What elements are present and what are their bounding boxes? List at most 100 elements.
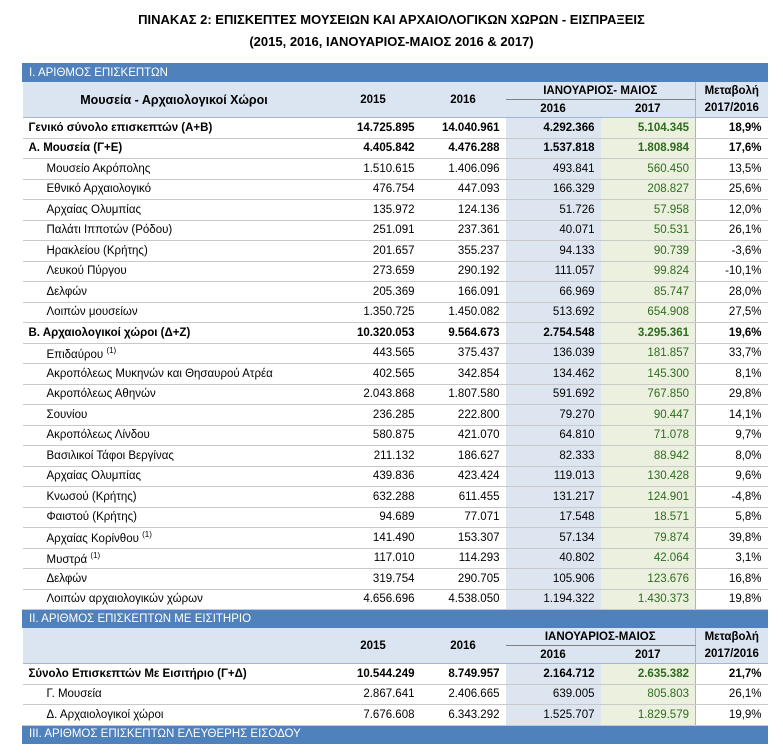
label-text: Μυστρά: [46, 553, 88, 566]
header-cell: [22, 627, 326, 664]
value-cell: 90.739: [600, 240, 696, 262]
value-cell: 57.958: [600, 199, 696, 221]
label-text: Αρχαίας Ολυμπίας: [46, 470, 142, 483]
data-row: Δ. Αρχαιολογικοί χώροι 7.676.608 6.343.292…: [22, 704, 768, 726]
value-cell: 560.450: [600, 158, 696, 180]
row-label: Φαιστού (Κρήτης): [22, 507, 326, 528]
label-text: Μουσείο Ακρόπολης: [46, 162, 151, 175]
row-label: Γ. Μουσεία: [22, 684, 326, 705]
section-heading: ΙΙ. ΑΡΙΘΜΟΣ ΕΠΙΣΚΕΠΤΩΝ ΜΕ ΕΙΣΙΤΗΡΙΟ: [21, 609, 769, 628]
value-cell: 10.320.053: [325, 322, 421, 344]
data-row: Κνωσού (Κρήτης) 632.288 611.455 131.217 124.…: [22, 486, 768, 508]
value-cell: 580.875: [325, 425, 421, 446]
data-row: Δελφών 205.369 166.091 66.969 85.747 28,0%: [22, 281, 768, 303]
data-row: Μουσείο Ακρόπολης 1.510.615 1.406.096 493.8…: [22, 158, 768, 180]
label-text: Βασιλικοί Τάφοι Βεργίνας: [46, 449, 174, 462]
row-label: Αρχαίας Ολυμπίας: [22, 199, 326, 221]
value-cell: 8.749.957: [420, 663, 506, 685]
value-cell: 124.901: [600, 486, 696, 508]
value-cell: 136.039: [505, 343, 601, 364]
value-cell: 654.908: [600, 302, 696, 323]
value-cell: 13,5%: [694, 158, 768, 180]
value-cell: 26,1%: [694, 220, 768, 241]
value-cell: 181.857: [600, 343, 696, 364]
value-cell: 57.134: [505, 527, 601, 549]
label-text: Παλάτι Ιπποτών (Ρόδου): [46, 224, 173, 237]
data-row: Δελφών 319.754 290.705 105.906 123.676 16,8%: [22, 568, 768, 590]
value-cell: 402.565: [325, 363, 421, 385]
data-row: Βασιλικοί Τάφοι Βεργίνας 211.132 186.627 82…: [22, 445, 768, 467]
data-row: Β. Αρχαιολογικοί χώροι (Δ+Ζ) 10.320.053 9.…: [22, 322, 768, 344]
data-row: Αρχαίας Κορίνθου (1) 141.490 153.307 57.134…: [22, 527, 768, 549]
label-text: Δ. Αρχαιολογικοί χώροι: [46, 708, 164, 721]
value-cell: 208.827: [600, 179, 696, 200]
value-cell: 21,7%: [694, 663, 768, 685]
value-cell: 134.462: [505, 363, 601, 385]
value-cell: 1.510.615: [325, 158, 421, 180]
row-label: Παλάτι Ιπποτών (Ρόδου): [22, 220, 326, 241]
value-cell: 28,0%: [694, 281, 768, 303]
value-cell: 17.548: [505, 507, 601, 528]
row-label: Α. Μουσεία (Γ+Ε): [22, 138, 326, 159]
value-cell: 237.361: [420, 220, 506, 241]
value-cell: 319.754: [325, 568, 421, 590]
value-cell: 423.424: [420, 466, 506, 487]
value-cell: 18,9%: [694, 117, 768, 139]
data-row: Αρχαίας Ολυμπίας 439.836 423.424 119.013 130…: [22, 466, 768, 487]
header-cell: 2017: [600, 645, 696, 664]
label-text: Δελφών: [46, 572, 88, 585]
header-cell: Μεταβολή 2017/2016: [694, 627, 768, 664]
value-cell: 1.450.082: [420, 302, 506, 323]
label-text: Λοιπών αρχαιολογικών χώρων: [46, 593, 203, 606]
value-cell: 111.057: [505, 261, 601, 282]
row-label: Μυστρά (1): [22, 548, 326, 569]
data-row: Γ. Μουσεία 2.867.641 2.406.665 639.005 805.8…: [22, 684, 768, 705]
value-cell: 10.544.249: [325, 663, 421, 685]
row-label: Βασιλικοί Τάφοι Βεργίνας: [22, 445, 326, 467]
label-text: Λοιπών μουσείων: [46, 306, 138, 319]
data-row: Ακροπόλεως Αθηνών 2.043.868 1.807.580 591.6…: [22, 384, 768, 405]
value-cell: 19,6%: [694, 322, 768, 344]
row-label: Σύνολο Επισκεπτών Με Εισιτήριο (Γ+Δ): [22, 663, 326, 685]
value-cell: -3,6%: [694, 240, 768, 262]
value-cell: 99.824: [600, 261, 696, 282]
value-cell: 591.692: [505, 384, 601, 405]
page-body: ΠΙΝΑΚΑΣ 2: ΕΠΙΣΚΕΠΤΕΣ ΜΟΥΣΕΙΩΝ ΚΑΙ ΑΡΧΑΙ…: [0, 9, 783, 756]
data-row: Ακροπόλεως Μυκηνών και Θησαυρού Ατρέα 402…: [22, 363, 768, 385]
row-label: Δ. Αρχαιολογικοί χώροι: [22, 704, 326, 726]
label-text: Αρχαίας Ολυμπίας: [46, 203, 142, 216]
value-cell: 290.192: [420, 261, 506, 282]
value-cell: 131.217: [505, 486, 601, 508]
value-cell: 14,1%: [694, 404, 768, 426]
value-cell: 123.676: [600, 568, 696, 590]
header-row: 2016 2017: [23, 645, 768, 664]
data-row: Παλάτι Ιπποτών (Ρόδου) 251.091 237.361 40.0…: [22, 220, 768, 241]
header-row: 2016 2017: [23, 99, 768, 118]
value-cell: 4.656.696: [325, 589, 421, 610]
data-row: Αρχαίας Ολυμπίας 135.972 124.136 51.726 57.9…: [22, 199, 768, 221]
value-cell: 9,6%: [694, 466, 768, 487]
value-cell: 4.405.842: [325, 138, 421, 159]
data-row: Φαιστού (Κρήτης) 94.689 77.071 17.548 18.571…: [22, 507, 768, 528]
footnote-mark: (1): [90, 550, 101, 560]
value-cell: 211.132: [325, 445, 421, 467]
value-cell: 39,8%: [694, 527, 768, 549]
value-cell: 1.537.818: [505, 138, 601, 159]
label-text: Φαιστού (Κρήτης): [46, 511, 137, 524]
label-text: Γενικό σύνολο επισκεπτών (Α+Β): [28, 121, 213, 134]
value-cell: 186.627: [420, 445, 506, 467]
value-cell: 4.476.288: [420, 138, 506, 159]
value-cell: 7.676.608: [325, 704, 421, 726]
label-text: Αρχαίας Κορίνθου: [46, 533, 139, 546]
label-text: Ακροπόλεως Λίνδου: [46, 429, 150, 442]
section-row: ΙΙ. ΑΡΙΘΜΟΣ ΕΠΙΣΚΕΠΤΩΝ ΜΕ ΕΙΣΙΤΗΡΙΟ: [21, 609, 769, 628]
value-cell: 135.972: [325, 199, 421, 221]
value-cell: 130.428: [600, 466, 696, 487]
row-label: Σουνίου: [22, 404, 326, 426]
value-cell: 421.070: [420, 425, 506, 446]
value-cell: 5,8%: [694, 507, 768, 528]
value-cell: 2.867.641: [325, 684, 421, 705]
value-cell: 273.659: [325, 261, 421, 282]
value-cell: 251.091: [325, 220, 421, 241]
value-cell: 8,0%: [694, 445, 768, 467]
